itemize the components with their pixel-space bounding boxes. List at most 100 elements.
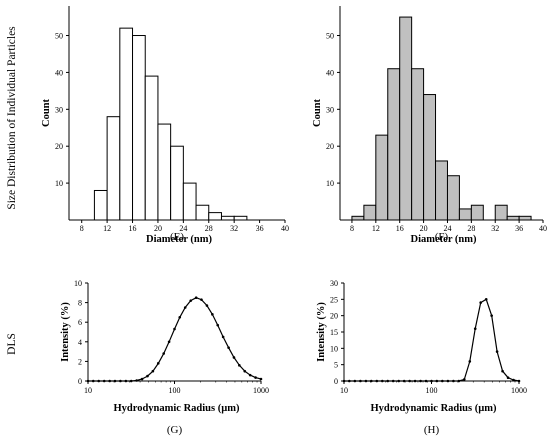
dls-panel-h: 0 5 10 15 20 25 30 10 100 1000 Hydrodynamic Radius… — [316, 279, 527, 436]
y-tick-label: 50 — [326, 32, 334, 41]
y-tick-label: 0 — [334, 377, 338, 386]
histogram-bar — [506, 215, 520, 221]
data-point — [162, 352, 165, 355]
data-point — [113, 379, 117, 383]
y-tick-label: 10 — [74, 279, 82, 288]
y-tick-label: 40 — [55, 68, 63, 77]
panel-label: (G) — [167, 424, 183, 436]
y-axis-label: Intensity (%) — [316, 302, 327, 362]
histogram-bar — [411, 68, 425, 221]
intensity-line — [344, 298, 520, 382]
data-point — [91, 379, 95, 383]
panel-label: (E) — [170, 231, 184, 243]
histogram-bar — [157, 123, 172, 221]
y-tick-label: 6 — [78, 318, 82, 327]
y-tick-label: 30 — [326, 105, 334, 114]
data-point — [146, 374, 149, 378]
data-point — [462, 378, 466, 381]
data-point — [140, 377, 144, 381]
data-point — [501, 369, 504, 373]
y-tick-label: 20 — [55, 142, 63, 151]
data-point — [435, 379, 439, 383]
x-tick-label: 100 — [169, 386, 181, 395]
y-tick-label: 40 — [326, 68, 334, 77]
x-tick-label: 16 — [396, 224, 404, 233]
x-tick-label: 40 — [539, 224, 547, 233]
data-point — [156, 362, 160, 365]
data-point — [194, 296, 198, 300]
data-point — [200, 298, 203, 301]
histogram-bar — [518, 215, 532, 221]
x-tick-label: 1000 — [253, 386, 269, 395]
y-tick-label: 10 — [326, 179, 334, 188]
data-point — [108, 379, 111, 383]
data-point — [135, 379, 138, 382]
data-point — [468, 360, 472, 363]
x-tick-label: 100 — [426, 386, 438, 395]
data-point — [205, 304, 209, 307]
histogram-bar — [106, 116, 121, 221]
y-tick-label: 8 — [78, 299, 82, 308]
histogram-bar — [220, 215, 235, 221]
histogram-bar — [423, 94, 437, 221]
x-tick-label: 36 — [256, 224, 264, 233]
data-point — [446, 379, 450, 383]
data-point — [221, 335, 225, 339]
data-point — [178, 316, 182, 319]
data-point — [473, 327, 477, 331]
histogram-bar — [119, 27, 134, 221]
x-tick-label: 24 — [179, 224, 187, 233]
data-point — [86, 379, 90, 383]
data-point — [369, 379, 373, 383]
histogram-bar — [351, 215, 365, 221]
intensity-line — [88, 297, 262, 382]
x-tick-label: 10 — [340, 386, 348, 395]
data-point — [391, 379, 395, 383]
x-axis-label: Diameter (nm) — [411, 234, 477, 245]
x-tick-label: 8 — [80, 224, 84, 233]
y-tick-label: 50 — [55, 32, 63, 41]
y-tick-label: 10 — [330, 344, 338, 353]
data-point — [517, 379, 521, 383]
x-tick-label: 24 — [443, 224, 451, 233]
data-point — [259, 377, 263, 381]
histogram-bar — [435, 160, 448, 221]
y-axis-label: Intensity (%) — [60, 302, 71, 362]
x-tick-label: 12 — [103, 224, 111, 233]
data-point — [506, 376, 510, 380]
histogram-bar — [458, 208, 472, 221]
data-point — [216, 323, 220, 327]
histogram-bar — [470, 204, 484, 221]
data-point — [353, 379, 357, 383]
x-tick-label: 40 — [281, 224, 289, 233]
x-tick-label: 32 — [230, 224, 238, 233]
histogram-bar — [446, 175, 460, 221]
y-tick-label: 4 — [78, 338, 82, 347]
histogram-bar — [494, 204, 508, 221]
data-point — [124, 379, 128, 383]
data-point — [490, 314, 493, 317]
data-point — [419, 379, 422, 383]
data-point — [512, 378, 515, 382]
x-tick-label: 8 — [350, 224, 354, 233]
data-point — [254, 376, 257, 379]
y-tick-label: 5 — [334, 361, 338, 370]
y-tick-label: 20 — [330, 312, 338, 321]
data-point — [397, 379, 401, 383]
data-point — [243, 369, 247, 373]
data-point — [364, 379, 368, 383]
data-point — [238, 364, 241, 367]
data-point — [375, 379, 379, 383]
data-point — [189, 299, 193, 302]
x-tick-label: 16 — [129, 224, 137, 233]
data-point — [211, 313, 214, 316]
y-tick-label: 30 — [330, 279, 338, 288]
dls-panel-g: 0 2 4 6 8 10 10 100 1000 Hydrodynamic Radius (µm)… — [60, 279, 269, 436]
y-axis-label: Count — [312, 98, 323, 127]
row-label-dls: DLS — [6, 333, 18, 355]
data-point — [441, 379, 444, 383]
x-tick-label: 20 — [420, 224, 428, 233]
panel-label: (H) — [424, 424, 440, 436]
histogram-bar — [195, 204, 210, 221]
